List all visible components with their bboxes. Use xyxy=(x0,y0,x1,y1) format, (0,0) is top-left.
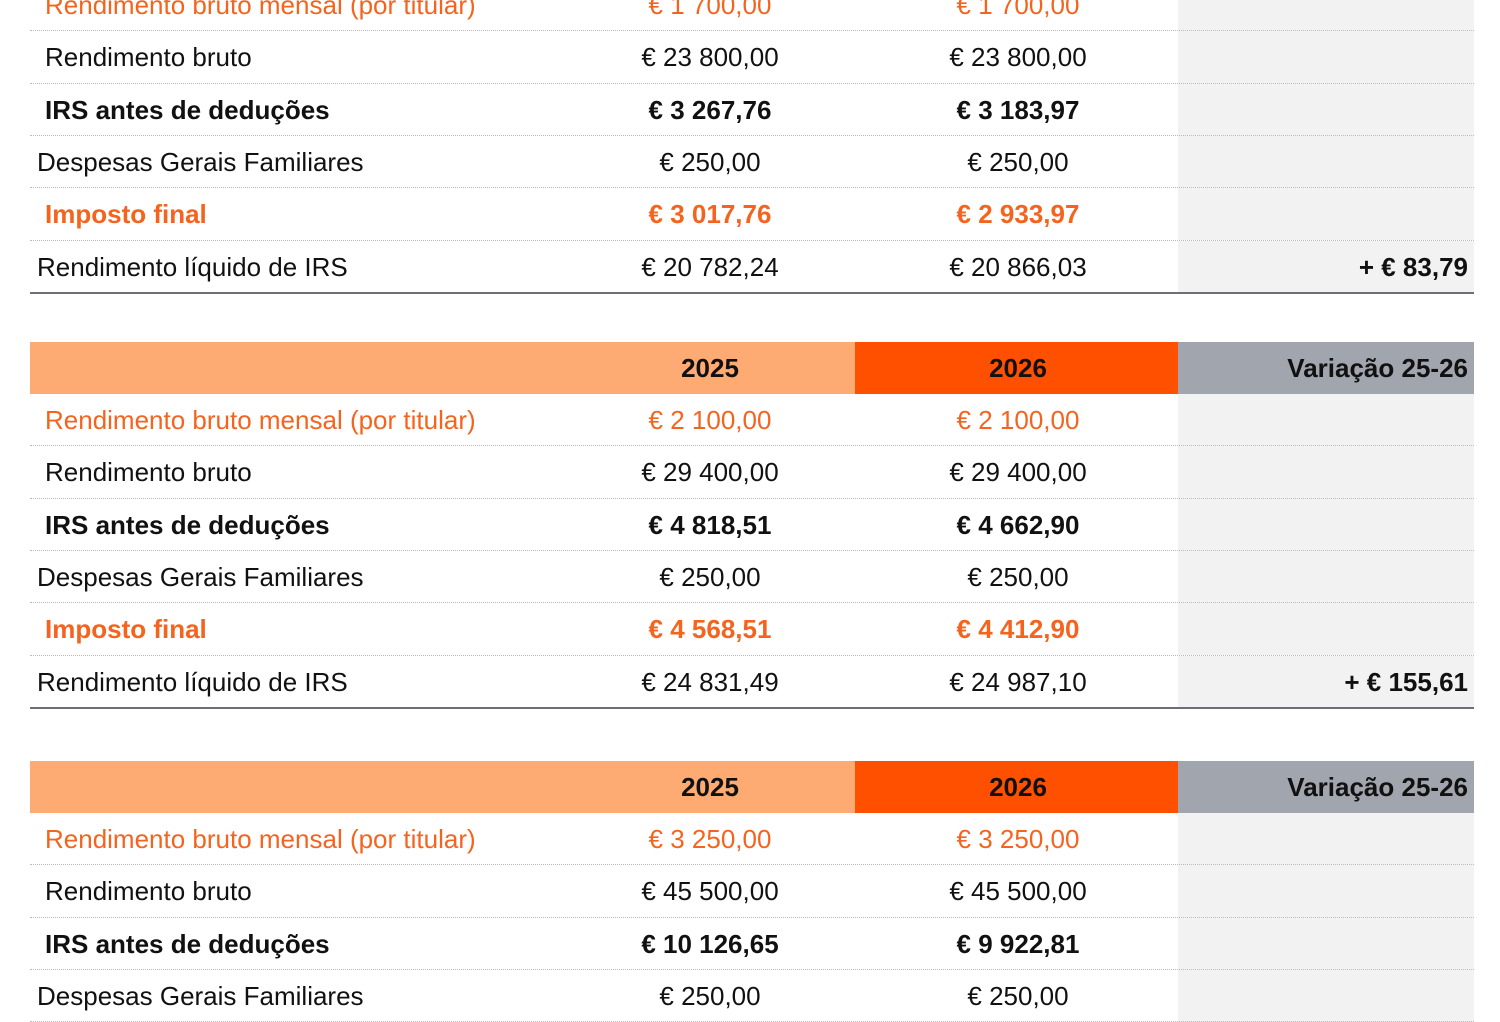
variation-bg xyxy=(1178,0,1474,32)
header-2025: 2025 xyxy=(681,772,739,802)
value-2026: € 20 866,03 xyxy=(949,251,1087,282)
header-bg-2026 xyxy=(855,342,1178,394)
row-label: IRS antes de deduções xyxy=(45,928,330,959)
value-2026: € 250,00 xyxy=(967,146,1069,177)
value-2026: € 24 987,10 xyxy=(949,666,1087,697)
row-separator xyxy=(30,497,1474,499)
value-2025: € 3 250,00 xyxy=(648,824,772,854)
row-separator xyxy=(30,968,1474,970)
row-label: Despesas Gerais Familiares xyxy=(37,561,364,592)
value-2025: € 250,00 xyxy=(659,561,761,592)
value-2025: € 1 700,00 xyxy=(648,0,772,20)
variation-bg xyxy=(1178,603,1474,656)
row-label: Rendimento bruto xyxy=(45,42,252,73)
value-2025: € 20 782,24 xyxy=(641,251,779,282)
value-2025: € 250,00 xyxy=(659,980,761,1011)
page: Rendimento bruto mensal (por titular) € 1… xyxy=(30,0,1474,1022)
value-2025: € 24 831,49 xyxy=(641,666,779,697)
value-2026: € 1 700,00 xyxy=(956,0,1080,20)
header-variation: Variação 25-26 xyxy=(1287,772,1468,802)
value-2025: € 3 267,76 xyxy=(648,94,772,125)
value-2025: € 3 017,76 xyxy=(648,199,772,230)
row-separator xyxy=(30,187,1474,189)
row-label: Rendimento líquido de IRS xyxy=(37,666,348,697)
row-separator xyxy=(30,654,1474,656)
value-2025: € 2 100,00 xyxy=(648,405,772,435)
value-2025: € 4 818,51 xyxy=(648,509,772,540)
variation-bg xyxy=(1178,394,1474,447)
variation-bg xyxy=(1178,969,1474,1022)
value-2026: € 45 500,00 xyxy=(949,876,1087,907)
value-2026: € 250,00 xyxy=(967,561,1069,592)
row-separator xyxy=(30,602,1474,604)
row-label: Rendimento bruto mensal (por titular) xyxy=(45,0,476,20)
variation-bg xyxy=(1178,865,1474,918)
row-label: Rendimento líquido de IRS xyxy=(37,251,348,282)
variation-bg xyxy=(1178,498,1474,551)
variation-bg xyxy=(1178,917,1474,970)
value-2025: € 250,00 xyxy=(659,146,761,177)
value-2026: € 23 800,00 xyxy=(949,42,1087,73)
value-2025: € 45 500,00 xyxy=(641,876,779,907)
variation-bg xyxy=(1178,813,1474,866)
value-2026: € 2 933,97 xyxy=(956,199,1080,230)
row-label: Imposto final xyxy=(45,614,207,645)
header-bg xyxy=(30,761,855,813)
row-separator xyxy=(30,864,1474,866)
table-bottom-rule xyxy=(30,706,1474,709)
variation-bg xyxy=(1178,446,1474,499)
variation-bg xyxy=(1178,550,1474,604)
variation-bg xyxy=(1178,188,1474,241)
variation-bg xyxy=(1178,83,1474,136)
value-2025: € 4 568,51 xyxy=(648,614,772,645)
variation-bg xyxy=(1178,135,1474,189)
row-label: IRS antes de deduções xyxy=(45,94,330,125)
row-label: Despesas Gerais Familiares xyxy=(37,980,364,1011)
row-label: IRS antes de deduções xyxy=(45,509,330,540)
row-label: Rendimento bruto mensal (por titular) xyxy=(45,405,476,435)
value-2026: € 4 412,90 xyxy=(956,614,1080,645)
value-2026: € 3 183,97 xyxy=(956,94,1080,125)
row-separator xyxy=(30,134,1474,136)
header-bg-variation xyxy=(1178,342,1474,394)
value-2025: € 10 126,65 xyxy=(641,928,779,959)
row-separator xyxy=(30,239,1474,241)
table-bottom-rule xyxy=(30,291,1474,294)
header-2026: 2026 xyxy=(989,772,1047,802)
row-label: Rendimento bruto xyxy=(45,876,252,907)
row-separator xyxy=(30,30,1474,32)
value-2026: € 29 400,00 xyxy=(949,457,1087,488)
value-2026: € 9 922,81 xyxy=(956,928,1080,959)
value-2025: € 23 800,00 xyxy=(641,42,779,73)
variation-bg xyxy=(1178,31,1474,84)
header-bg xyxy=(30,342,855,394)
variation-value: + € 83,79 xyxy=(1358,251,1468,282)
row-label: Rendimento bruto mensal (por titular) xyxy=(45,824,476,854)
header-2026: 2026 xyxy=(989,353,1047,383)
header-bg-2026 xyxy=(855,761,1178,813)
value-2026: € 3 250,00 xyxy=(956,824,1080,854)
row-separator xyxy=(30,549,1474,551)
variation-bg xyxy=(1178,655,1474,708)
header-2025: 2025 xyxy=(681,353,739,383)
value-2025: € 29 400,00 xyxy=(641,457,779,488)
row-label: Imposto final xyxy=(45,199,207,230)
value-2026: € 2 100,00 xyxy=(956,405,1080,435)
row-separator xyxy=(30,82,1474,84)
row-separator xyxy=(30,445,1474,447)
header-bg-variation xyxy=(1178,761,1474,813)
row-label: Rendimento bruto xyxy=(45,457,252,488)
variation-bg xyxy=(1178,240,1474,293)
value-2026: € 4 662,90 xyxy=(956,509,1080,540)
variation-value: + € 155,61 xyxy=(1344,666,1468,697)
row-label: Despesas Gerais Familiares xyxy=(37,146,364,177)
row-separator xyxy=(30,916,1474,918)
header-variation: Variação 25-26 xyxy=(1287,353,1468,383)
value-2026: € 250,00 xyxy=(967,980,1069,1011)
